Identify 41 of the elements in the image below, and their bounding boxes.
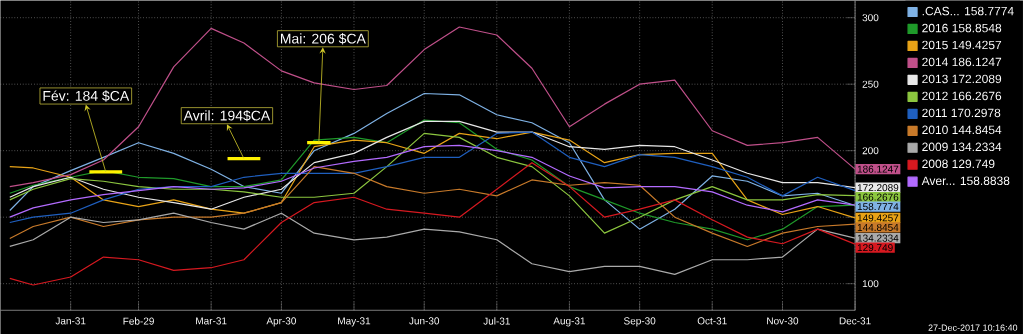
x-tick-label: Sep-30 xyxy=(623,317,656,327)
x-tick-label: Aug-31 xyxy=(553,317,586,327)
legend-label: 2008 129.749 xyxy=(922,159,995,168)
legend-label: 2015 149.4257 xyxy=(922,40,1002,50)
data-label: 129.749 xyxy=(857,243,893,252)
x-tick-label: Dec-31 xyxy=(839,317,871,325)
annotation: Fév: 184 $CA xyxy=(43,90,130,102)
x-tick-label: Jan-31 xyxy=(55,317,86,325)
data-label: 186.1247 xyxy=(857,165,899,173)
data-label: 158.7774 xyxy=(857,202,899,211)
text: 27-Dec-2017 10:16:40 xyxy=(928,324,1018,331)
data-label: 144.8454 xyxy=(857,223,899,231)
legend-label: 2016 158.8548 xyxy=(922,23,1002,33)
annotation: Avril: 194$CA xyxy=(183,109,271,122)
legend-label: 2010 144.8454 xyxy=(922,125,1002,134)
legend-label: 2011 170.2978 xyxy=(922,108,1001,118)
annotation: Mai: 206 $CA xyxy=(280,32,366,45)
data-label: 172.2089 xyxy=(857,183,899,192)
legend-label: 2014 186.1247 xyxy=(922,57,1002,67)
data-label: 166.2676 xyxy=(857,193,899,201)
legend-label: 2009 134.2334 xyxy=(922,142,1002,151)
line-series xyxy=(9,119,856,241)
x-tick-label: Apr-30 xyxy=(266,317,297,327)
legend-label: 2013 172.2089 xyxy=(922,74,1002,84)
y-tick-label: 250 xyxy=(862,80,879,88)
x-tick-label: May-31 xyxy=(338,317,371,327)
data-label: 134.2334 xyxy=(857,234,899,242)
legend-label: 2012 166.2676 xyxy=(922,91,1002,101)
x-tick-label: Oct-31 xyxy=(697,317,727,325)
y-tick-label: 200 xyxy=(862,147,879,155)
x-tick-label: Jun-30 xyxy=(409,317,440,325)
legend-label: Aver... 158.8838 xyxy=(921,176,1010,185)
y-tick-label: 100 xyxy=(862,280,879,288)
legend-label: .CAS... 158.7774 xyxy=(922,6,1014,16)
x-tick-label: Jul-31 xyxy=(483,317,510,325)
data-label: 149.4257 xyxy=(857,214,899,222)
y-tick-label: 300 xyxy=(862,14,879,22)
x-tick-label: Nov-30 xyxy=(767,317,799,325)
line-series xyxy=(9,144,856,218)
x-tick-label: Feb-29 xyxy=(123,317,154,325)
x-tick-label: Mar-31 xyxy=(196,317,227,325)
